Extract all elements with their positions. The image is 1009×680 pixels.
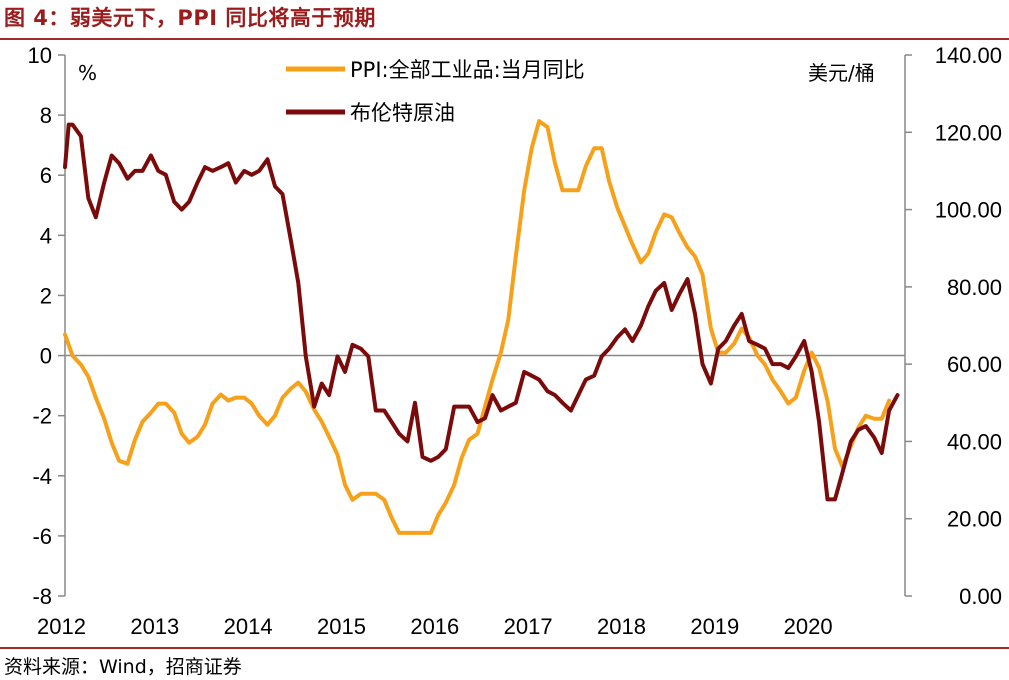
source-note: 资料来源：Wind，招商证券 — [4, 656, 242, 678]
x-tick-label: 2013 — [130, 614, 179, 639]
x-tick-label: 2012 — [37, 614, 86, 639]
ppi-series-line — [63, 119, 892, 535]
right-tick-label: 40.00 — [947, 429, 1002, 454]
legend-label-ppi: PPI:全部工业品:当月同比 — [350, 58, 585, 82]
left-tick-label: 2 — [40, 283, 52, 308]
x-tick-label: 2015 — [317, 614, 366, 639]
brent-series-line — [63, 122, 900, 502]
x-tick-label: 2014 — [224, 614, 273, 639]
left-axis-ticks: 10 8 6 4 2 0 -2 -4 -6 -8 — [28, 43, 65, 609]
right-tick-label: 80.00 — [947, 275, 1002, 300]
right-tick-label: 60.00 — [947, 352, 1002, 377]
left-tick-label: 0 — [40, 344, 52, 369]
left-tick-label: 10 — [28, 43, 52, 68]
right-tick-label: 120.00 — [935, 120, 1002, 145]
x-tick-label: 2020 — [784, 614, 833, 639]
x-tick-label: 2016 — [410, 614, 459, 639]
legend-label-brent: 布伦特原油 — [350, 101, 455, 125]
x-tick-label: 2017 — [504, 614, 553, 639]
left-tick-label: 6 — [40, 163, 52, 188]
left-tick-label: -6 — [32, 524, 52, 549]
left-tick-label: -2 — [32, 404, 52, 429]
right-axis-unit: 美元/桶 — [808, 61, 875, 85]
x-axis-labels: 2012 2013 2014 2015 2016 2017 2018 2019 2020 — [37, 614, 833, 639]
left-tick-label: 8 — [40, 103, 52, 128]
right-tick-label: 100.00 — [935, 198, 1002, 223]
title-rule — [0, 38, 1009, 40]
right-tick-label: 0.00 — [959, 584, 1002, 609]
series-lines — [63, 119, 900, 535]
right-tick-label: 140.00 — [935, 43, 1002, 68]
x-tick-label: 2018 — [597, 614, 646, 639]
right-axis-ticks: 140.00 120.00 100.00 80.00 60.00 40.00 20.00 0.… — [905, 43, 1002, 609]
right-tick-label: 20.00 — [947, 507, 1002, 532]
x-tick-label: 2019 — [690, 614, 739, 639]
legend: PPI:全部工业品:当月同比 布伦特原油 — [286, 58, 585, 125]
left-tick-label: -8 — [32, 584, 52, 609]
left-tick-label: 4 — [40, 223, 52, 248]
left-axis-unit: % — [78, 61, 97, 85]
figure-title: 图 4：弱美元下，PPI 同比将高于预期 — [4, 6, 376, 30]
source-rule — [0, 647, 1009, 649]
left-tick-label: -4 — [32, 464, 52, 489]
